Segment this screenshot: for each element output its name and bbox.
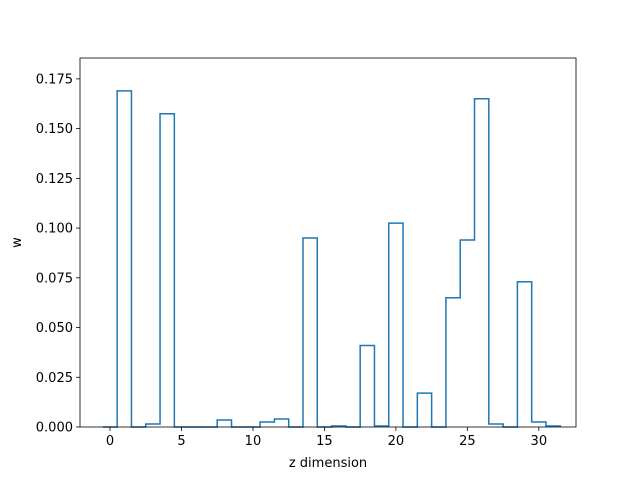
y-tick-label: 0.075 — [36, 271, 73, 286]
y-axis-label: w — [10, 237, 25, 248]
y-tick-label: 0.100 — [36, 222, 73, 237]
x-tick-label: 15 — [316, 434, 333, 449]
x-tick-label: 10 — [245, 434, 262, 449]
x-axis-label: z dimension — [289, 456, 367, 471]
plot-frame — [79, 57, 577, 428]
y-tick-label: 0.125 — [36, 172, 73, 187]
x-tick-label: 20 — [388, 434, 405, 449]
x-tick-label: 0 — [106, 434, 114, 449]
x-axis: 0 5 10 15 20 25 30 — [106, 427, 547, 449]
x-tick-label: 30 — [531, 434, 548, 449]
x-tick-label: 25 — [459, 434, 476, 449]
y-tick-label: 0.025 — [36, 371, 73, 386]
y-tick-label: 0.050 — [36, 321, 73, 336]
x-tick-label: 5 — [177, 434, 185, 449]
y-tick-label: 0.175 — [36, 72, 73, 87]
y-tick-label: 0.150 — [36, 122, 73, 137]
y-axis: 0.000 0.025 0.050 0.075 0.100 0.125 0.150 0.175 — [36, 72, 80, 436]
y-tick-label: 0.000 — [36, 421, 73, 436]
